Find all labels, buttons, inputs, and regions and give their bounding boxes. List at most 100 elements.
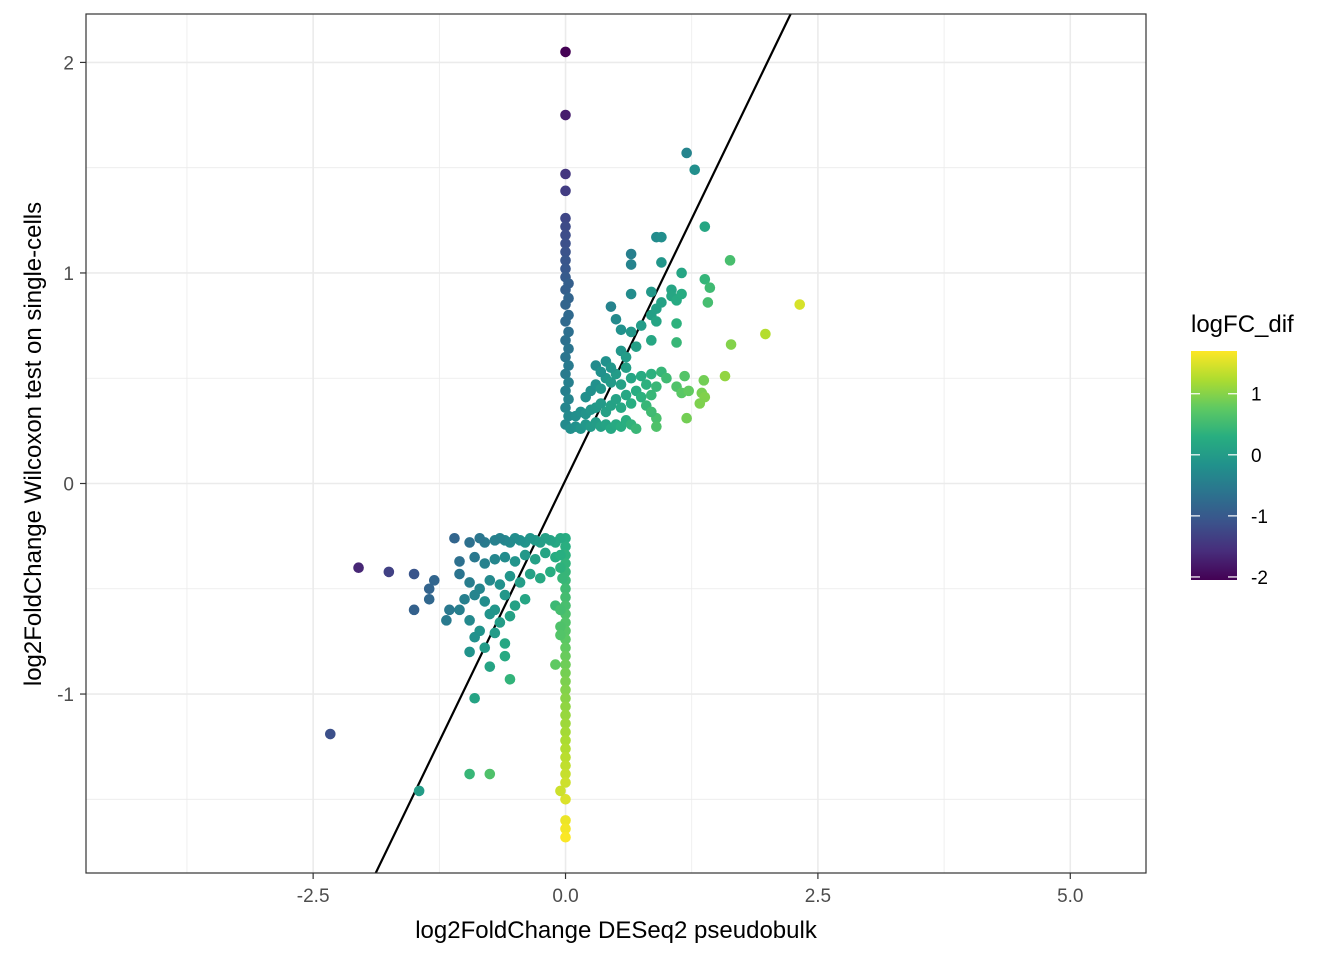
data-point bbox=[557, 572, 568, 584]
legend-tick-label: -1 bbox=[1251, 507, 1268, 528]
plot-background bbox=[86, 14, 1146, 873]
data-point bbox=[702, 297, 714, 308]
data-point bbox=[464, 537, 475, 548]
data-point bbox=[646, 368, 657, 380]
plot-border bbox=[85, 13, 1147, 874]
data-point bbox=[646, 406, 657, 418]
data-point bbox=[610, 313, 622, 325]
y-axis: -1 0 1 2 bbox=[57, 53, 86, 706]
data-point bbox=[719, 370, 731, 382]
y-tick-label: -1 bbox=[57, 685, 74, 706]
data-point bbox=[635, 320, 647, 331]
y-tick-label: 0 bbox=[63, 475, 74, 496]
data-point bbox=[484, 661, 496, 672]
data-point bbox=[560, 760, 571, 771]
data-point bbox=[428, 575, 440, 586]
data-point bbox=[671, 337, 682, 348]
data-point bbox=[681, 412, 692, 424]
data-point bbox=[646, 389, 657, 401]
data-point bbox=[555, 604, 566, 616]
data-point bbox=[464, 615, 475, 626]
data-point bbox=[524, 568, 536, 580]
data-point bbox=[560, 402, 571, 414]
data-point bbox=[529, 553, 541, 565]
data-point bbox=[560, 709, 571, 721]
y-axis-title: log2FoldChange Wilcoxon test on single-c… bbox=[20, 202, 47, 686]
data-point bbox=[620, 351, 632, 363]
data-point bbox=[620, 362, 632, 374]
data-point bbox=[625, 372, 637, 384]
data-point bbox=[605, 301, 617, 312]
data-point bbox=[560, 284, 571, 296]
data-point bbox=[555, 621, 566, 632]
y-tick-label: 1 bbox=[63, 264, 74, 285]
data-point bbox=[499, 650, 511, 662]
data-point bbox=[560, 726, 571, 738]
data-point bbox=[489, 553, 501, 565]
data-point bbox=[555, 629, 566, 641]
data-point bbox=[560, 368, 571, 380]
data-point bbox=[620, 389, 632, 401]
data-point bbox=[646, 335, 657, 346]
data-point bbox=[635, 370, 647, 382]
data-point bbox=[689, 164, 701, 176]
data-point bbox=[651, 316, 662, 327]
data-point bbox=[499, 589, 511, 601]
data-point bbox=[630, 341, 642, 352]
data-point bbox=[560, 794, 571, 805]
data-point bbox=[560, 185, 571, 197]
data-point bbox=[560, 263, 571, 275]
data-points bbox=[325, 46, 806, 843]
data-point bbox=[676, 267, 687, 279]
data-point bbox=[646, 286, 657, 298]
data-point bbox=[699, 221, 711, 232]
x-tick-label: -2.5 bbox=[297, 886, 330, 907]
data-point bbox=[555, 785, 566, 797]
data-point bbox=[560, 676, 571, 687]
data-point bbox=[560, 831, 571, 843]
data-point bbox=[563, 326, 574, 338]
data-point bbox=[555, 549, 566, 561]
data-point bbox=[661, 372, 672, 384]
data-point bbox=[704, 282, 716, 294]
data-point bbox=[479, 642, 491, 654]
data-point bbox=[625, 288, 637, 300]
data-point bbox=[560, 684, 571, 696]
data-point bbox=[519, 549, 531, 561]
data-point bbox=[484, 575, 496, 586]
data-point bbox=[560, 385, 571, 397]
data-point bbox=[464, 646, 475, 658]
data-point bbox=[459, 593, 470, 605]
data-point bbox=[656, 231, 667, 243]
reference-line bbox=[374, 14, 792, 873]
data-point bbox=[560, 642, 571, 654]
data-point bbox=[383, 566, 395, 578]
data-point bbox=[560, 777, 571, 788]
data-point bbox=[504, 674, 516, 685]
color-legend: logFC_dif 1 0 -1 -2 bbox=[1191, 311, 1294, 589]
data-point bbox=[555, 562, 566, 574]
data-point bbox=[560, 650, 571, 662]
data-point bbox=[671, 318, 682, 329]
data-point bbox=[560, 591, 571, 603]
legend-title: logFC_dif bbox=[1191, 311, 1294, 338]
data-point bbox=[563, 360, 574, 371]
data-point bbox=[534, 572, 546, 584]
data-point bbox=[454, 556, 465, 567]
data-point bbox=[479, 558, 491, 569]
data-point bbox=[499, 551, 511, 563]
data-point bbox=[560, 815, 571, 826]
data-point bbox=[560, 212, 571, 224]
data-point bbox=[423, 583, 435, 595]
data-point bbox=[560, 255, 571, 266]
data-point bbox=[454, 568, 465, 580]
data-point bbox=[560, 751, 571, 763]
data-point bbox=[605, 362, 617, 374]
data-point bbox=[560, 667, 571, 679]
data-point bbox=[698, 375, 710, 386]
data-point bbox=[469, 589, 480, 601]
data-point bbox=[651, 381, 662, 392]
x-tick-label: 0.0 bbox=[552, 886, 578, 907]
data-point bbox=[353, 562, 364, 574]
data-point bbox=[560, 238, 571, 249]
